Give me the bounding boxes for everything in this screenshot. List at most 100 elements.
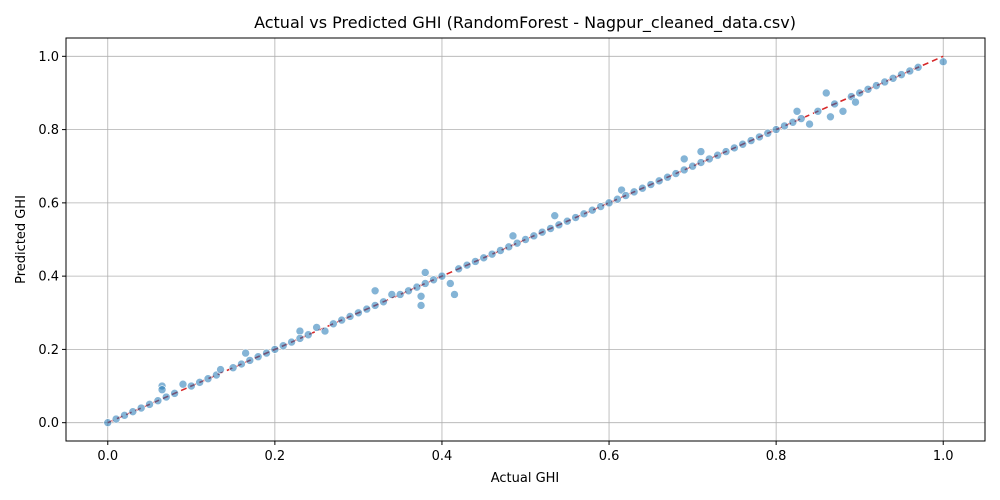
- data-point: [295, 334, 305, 343]
- data-point: [337, 315, 347, 325]
- y-tick-label: 1.0: [38, 50, 59, 65]
- data-point: [805, 119, 814, 129]
- data-point: [404, 286, 413, 296]
- data-point: [821, 88, 831, 98]
- y-tick-label: 0.8: [38, 123, 59, 138]
- data-point: [746, 136, 756, 145]
- data-point: [178, 379, 188, 389]
- data-point: [278, 341, 288, 351]
- data-point: [136, 403, 146, 413]
- data-point: [830, 99, 839, 109]
- data-point: [771, 125, 781, 134]
- data-point: [596, 202, 605, 211]
- data-point: [471, 257, 480, 266]
- data-point: [161, 392, 171, 402]
- data-point: [613, 194, 622, 204]
- data-point: [195, 378, 204, 387]
- data-point: [437, 271, 447, 281]
- data-point: [663, 172, 672, 182]
- data-point: [462, 260, 472, 270]
- data-point: [696, 158, 706, 167]
- data-point: [588, 205, 597, 215]
- y-axis-ticks: 0.0 0.2 0.4 0.6 0.8 1.0: [38, 50, 66, 431]
- data-point: [145, 400, 154, 409]
- data-point: [529, 231, 539, 241]
- data-point: [504, 242, 514, 252]
- data-point: [420, 268, 430, 277]
- data-point: [863, 84, 873, 94]
- x-axis-title: Actual GHI: [491, 471, 560, 486]
- data-point: [550, 211, 560, 220]
- data-point: [111, 414, 121, 424]
- data-point: [241, 348, 250, 358]
- data-point: [679, 165, 689, 175]
- data-point: [245, 356, 255, 365]
- data-point: [203, 374, 213, 384]
- data-point: [562, 216, 572, 226]
- data-point: [838, 106, 848, 116]
- data-point: [880, 77, 890, 87]
- data-point: [913, 63, 923, 72]
- data-point: [763, 128, 773, 138]
- data-point: [370, 286, 380, 296]
- data-point: [546, 224, 555, 233]
- data-point: [792, 106, 802, 116]
- data-point: [487, 249, 497, 259]
- y-tick-label: 0.4: [38, 270, 59, 285]
- data-point: [521, 235, 530, 244]
- x-axis-ticks: 0.0 0.2 0.4 0.6 0.8 1.0: [97, 441, 954, 464]
- data-point: [554, 220, 564, 230]
- data-point: [855, 88, 864, 98]
- data-point: [237, 359, 246, 369]
- data-point: [780, 121, 789, 131]
- data-point: [813, 106, 823, 116]
- y-tick-label: 0.0: [38, 416, 59, 431]
- data-point: [446, 279, 455, 288]
- data-point: [379, 297, 388, 307]
- data-point: [938, 57, 948, 67]
- data-point: [638, 183, 647, 193]
- y-axis-title: Predicted GHI: [14, 195, 29, 284]
- points-layer: [103, 57, 948, 427]
- data-point: [755, 132, 764, 142]
- data-point: [671, 169, 681, 178]
- data-point: [354, 308, 363, 318]
- data-point: [450, 290, 459, 299]
- data-point: [170, 389, 179, 398]
- data-point: [120, 411, 129, 420]
- data-point: [679, 154, 689, 164]
- data-point: [153, 396, 163, 406]
- data-point: [287, 337, 296, 347]
- data-point: [851, 97, 860, 107]
- data-point: [454, 264, 463, 274]
- data-point: [571, 213, 580, 222]
- data-point: [416, 301, 426, 310]
- plot-frame: [65, 37, 986, 442]
- data-point: [387, 290, 397, 299]
- data-point: [872, 81, 881, 90]
- data-point: [654, 176, 664, 186]
- data-point: [412, 282, 422, 292]
- data-point: [512, 238, 522, 248]
- data-point: [479, 253, 489, 263]
- data-point: [320, 326, 330, 336]
- y-tick-label: 0.6: [38, 196, 59, 211]
- data-point: [713, 150, 722, 160]
- data-point: [508, 231, 518, 241]
- data-point: [696, 147, 706, 156]
- data-point: [253, 352, 263, 362]
- data-point: [362, 304, 372, 314]
- data-point: [420, 279, 430, 288]
- data-point: [303, 330, 313, 340]
- x-tick-label: 0.6: [599, 449, 620, 464]
- data-point: [128, 407, 138, 416]
- x-tick-label: 0.4: [432, 449, 453, 464]
- data-point: [228, 363, 238, 373]
- data-point: [537, 227, 547, 237]
- data-point: [704, 154, 714, 164]
- data-point: [738, 139, 748, 149]
- data-point: [345, 312, 355, 321]
- data-point: [897, 70, 906, 79]
- data-point: [416, 291, 426, 301]
- data-point: [370, 301, 380, 310]
